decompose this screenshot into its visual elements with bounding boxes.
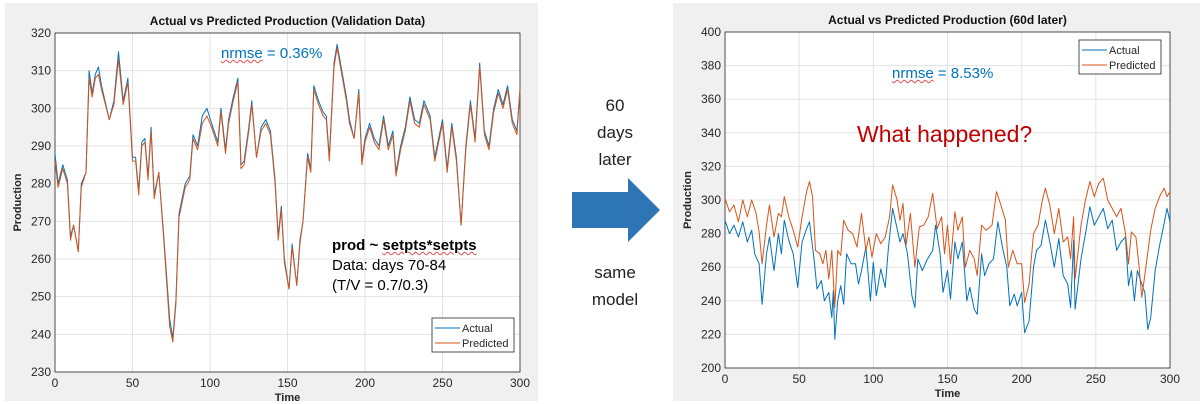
y-tick-label: 240: [31, 327, 51, 341]
later-nrmse-annotation: nrmse = 8.53%: [892, 65, 993, 82]
y-axis-label: Production: [12, 173, 24, 231]
middle-text-line: 60: [605, 96, 625, 115]
chart-title: Actual vs Predicted Production (Validati…: [150, 14, 425, 28]
y-tick-label: 240: [701, 294, 721, 308]
y-tick-label: 280: [701, 227, 721, 241]
x-tick-label: 50: [126, 376, 140, 390]
legend-label-predicted: Predicted: [462, 338, 508, 350]
model-formula-prefix: prod ~: [332, 237, 383, 254]
middle-text-line: days: [597, 123, 633, 142]
legend-label-predicted: Predicted: [1109, 60, 1155, 72]
series-line-actual: [724, 206, 1171, 340]
middle-text-line: model: [591, 290, 639, 309]
y-tick-label: 320: [31, 26, 51, 40]
series-line-predicted: [54, 47, 521, 343]
nrmse-value: = 8.53%: [933, 65, 994, 82]
y-tick-label: 400: [701, 25, 721, 39]
y-tick-label: 260: [701, 260, 721, 274]
y-tick-label: 300: [31, 101, 51, 115]
x-tick-label: 300: [510, 376, 530, 390]
y-tick-label: 200: [701, 361, 721, 375]
middle-text-line: later: [598, 150, 632, 169]
split-ratio-text: (T/V = 0.7/0.3): [332, 277, 429, 294]
y-tick-label: 220: [701, 327, 721, 341]
nrmse-label: nrmse: [892, 65, 934, 82]
x-tick-label: 100: [863, 372, 883, 386]
legend-box: [1078, 39, 1162, 75]
data-range-text: Data: days 70-84: [332, 257, 447, 274]
y-tick-label: 260: [31, 252, 51, 266]
x-tick-label: 250: [432, 376, 452, 390]
x-tick-label: 150: [277, 376, 297, 390]
axes-box: [724, 31, 1171, 369]
arrow-right-icon: [572, 178, 660, 242]
legend-label-actual: Actual: [462, 323, 493, 335]
x-tick-label: 200: [355, 376, 375, 390]
y-tick-label: 320: [701, 159, 721, 173]
y-tick-label: 230: [31, 365, 51, 379]
model-annotation: prod ~ setpts*setpts Data: days 70-84 (T…: [332, 236, 477, 296]
x-tick-label: 50: [792, 372, 806, 386]
model-formula-terms: setpts*setpts: [382, 237, 477, 254]
sixty-days-later-text: 60 days later: [570, 92, 660, 173]
x-axis-label: Time: [935, 388, 960, 400]
x-axis-label: Time: [275, 392, 300, 404]
x-tick-label: 0: [52, 376, 59, 390]
y-tick-label: 300: [701, 193, 721, 207]
legend-box: [431, 317, 515, 353]
y-tick-label: 340: [701, 126, 721, 140]
y-tick-label: 380: [701, 59, 721, 73]
y-axis-label: Production: [682, 171, 694, 229]
y-tick-label: 360: [701, 92, 721, 106]
x-tick-label: 0: [722, 372, 729, 386]
middle-text-line: same: [594, 263, 636, 282]
series-line-predicted: [724, 177, 1171, 308]
y-tick-label: 250: [31, 290, 51, 304]
x-tick-label: 300: [1160, 372, 1180, 386]
y-tick-label: 270: [31, 214, 51, 228]
x-tick-label: 150: [937, 372, 957, 386]
x-tick-label: 100: [200, 376, 220, 390]
validation-nrmse-annotation: nrmse = 0.36%: [221, 45, 322, 62]
x-tick-label: 250: [1086, 372, 1106, 386]
same-model-text: same model: [570, 259, 660, 313]
nrmse-label: nrmse: [221, 45, 263, 62]
nrmse-value: = 0.36%: [262, 45, 323, 62]
legend-label-actual: Actual: [1109, 45, 1140, 57]
y-tick-label: 310: [31, 64, 51, 78]
what-happened-annotation: What happened?: [857, 121, 1033, 147]
x-tick-label: 200: [1012, 372, 1032, 386]
axes-box: [54, 32, 521, 373]
y-tick-label: 290: [31, 139, 51, 153]
chart-title: Actual vs Predicted Production (60d late…: [828, 13, 1067, 27]
y-tick-label: 280: [31, 177, 51, 191]
